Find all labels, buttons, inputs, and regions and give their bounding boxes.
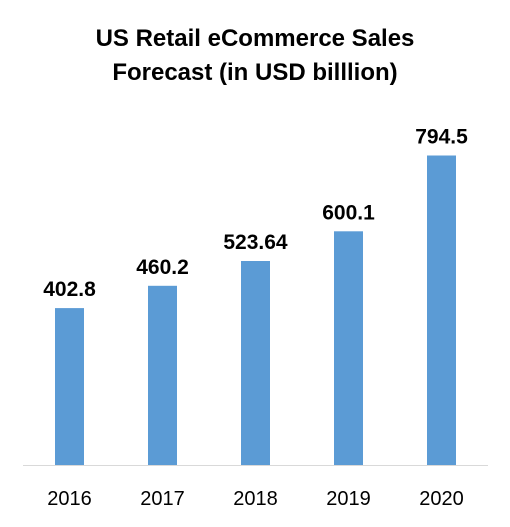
x-tick-label-2020: 2020 [419,488,464,510]
bar-2019 [334,231,363,465]
x-tick-labels-group: 2016 2017 2018 2019 2020 [47,488,464,510]
bar-2016 [55,308,84,465]
chart-title-line-2: Forecast (in USD billlion) [112,59,398,86]
data-label-2020: 794.5 [415,126,468,149]
bar-2018 [241,261,270,465]
x-tick-label-2016: 2016 [47,488,92,510]
x-tick-label-2019: 2019 [326,488,371,510]
data-label-2017: 460.2 [136,256,189,279]
data-label-2019: 600.1 [322,201,375,224]
data-label-2018: 523.64 [223,231,288,254]
bar-2017 [148,285,177,465]
data-label-2016: 402.8 [43,278,96,301]
x-tick-label-2018: 2018 [233,488,278,510]
chart-title: US Retail eCommerce Sales Forecast (in U… [0,22,510,90]
x-tick-label-2017: 2017 [140,488,185,510]
chart-title-line-1: US Retail eCommerce Sales [95,25,415,52]
bars-group [55,155,456,465]
value-labels-group: 402.8 460.2 523.64 600.1 794.5 [43,126,468,302]
bar-2020 [427,155,456,465]
